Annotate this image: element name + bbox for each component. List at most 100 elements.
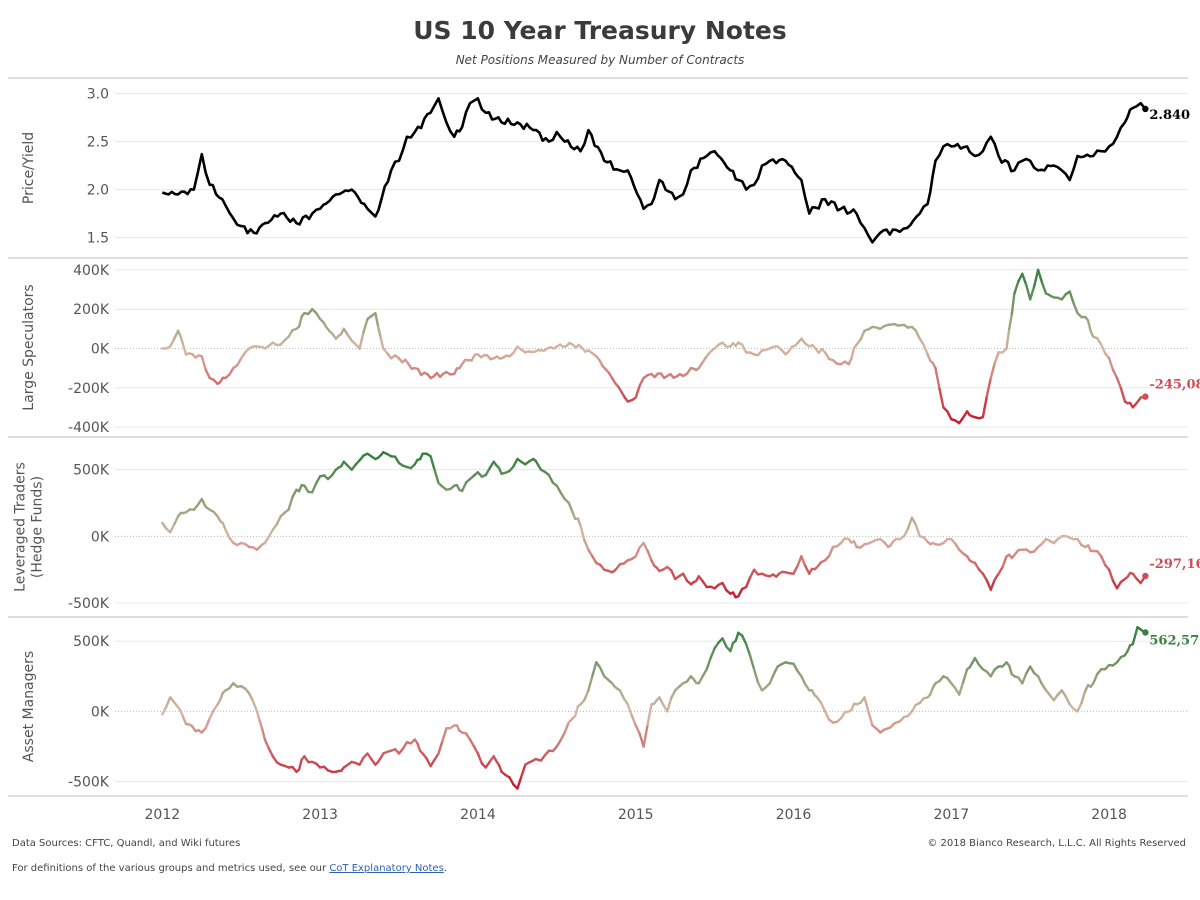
asset_managers-series-segment — [599, 666, 606, 678]
leveraged_traders-series-segment — [1115, 580, 1123, 590]
asset_managers-series-segment — [468, 738, 476, 748]
large_speculators-end-label: -245,081 — [1149, 378, 1200, 393]
x-tick-label: 2013 — [302, 807, 338, 823]
leveraged_traders-series-segment — [914, 523, 921, 538]
leveraged_traders-series-segment — [460, 481, 468, 493]
large_speculators-series-segment — [362, 317, 369, 334]
leveraged_traders-series-segment — [168, 523, 176, 534]
y-tick-label: 200K — [73, 302, 110, 318]
leveraged_traders-series-segment — [737, 587, 744, 598]
leveraged_traders-series-segment — [303, 484, 310, 494]
large_speculators-series-segment — [1021, 272, 1028, 287]
asset_managers-series-segment — [429, 758, 436, 768]
asset_managers-series-segment — [697, 674, 704, 685]
large_speculators-series-segment — [297, 315, 303, 328]
asset_managers-series-segment — [910, 703, 917, 713]
large_speculators-series-segment — [850, 346, 856, 360]
leveraged_traders-series-segment — [512, 457, 519, 468]
y-tick-label: -500K — [68, 596, 110, 612]
asset_managers-series-segment — [563, 721, 570, 734]
leveraged_traders-series-segment — [981, 572, 988, 582]
price-end-point — [1142, 105, 1149, 113]
leveraged_traders-series-segment — [579, 524, 586, 542]
asset_managers-series-segment — [258, 719, 264, 731]
asset_managers-series-segment — [587, 675, 594, 692]
asset_managers-series-segment — [161, 705, 168, 716]
large_speculators-series-segment — [358, 331, 365, 350]
asset_managers-end-point — [1142, 629, 1149, 636]
large_speculators-series-segment — [1107, 357, 1115, 372]
y-tick-label: -400K — [68, 420, 110, 436]
leveraged_traders-series-segment — [827, 545, 835, 558]
large_speculators-series-segment — [376, 324, 382, 339]
asset_managers-series-segment — [800, 675, 807, 686]
large_speculators-end-point — [1142, 393, 1149, 400]
large_speculators-series-segment — [989, 362, 996, 380]
large_speculators-series-segment — [914, 329, 921, 340]
leveraged_traders-series-segment — [433, 468, 440, 485]
chart-subtitle: Net Positions Measured by Number of Cont… — [455, 53, 745, 67]
asset_managers-series-segment — [251, 700, 259, 713]
leveraged_traders-series-segment — [989, 578, 996, 591]
asset_managers-series-segment — [433, 752, 440, 761]
asset_managers-series-segment — [626, 703, 633, 717]
large_speculators-series-segment — [1025, 283, 1032, 301]
asset_managers-series-segment — [1008, 664, 1013, 676]
leveraged_traders-series-segment — [646, 549, 653, 562]
large_speculators-series-segment — [379, 336, 385, 350]
large_speculators-series-segment — [1115, 376, 1123, 390]
asset_managers-series-segment — [634, 724, 641, 735]
asset_managers-series-segment — [646, 703, 653, 726]
leveraged_traders-series-segment — [973, 561, 981, 571]
leveraged_traders-series-segment — [547, 473, 555, 484]
asset_managers-series-segment — [1036, 675, 1044, 686]
asset_managers-series-segment — [165, 696, 172, 708]
large_speculators-series-segment — [634, 384, 641, 399]
large_speculators-series-segment — [1028, 285, 1036, 301]
asset_managers-series-segment — [416, 742, 422, 752]
definitions-suffix: . — [443, 863, 447, 874]
leveraged_traders-series-segment — [721, 581, 728, 592]
large_speculators-series-segment — [1111, 368, 1119, 380]
asset_managers-series-segment — [745, 642, 752, 657]
large_speculators-series-segment — [697, 360, 704, 370]
asset_managers-series-segment — [476, 752, 484, 765]
y-tick-label: 2.5 — [87, 135, 109, 151]
asset_managers-series-segment — [583, 689, 590, 702]
leveraged_traders-series-segment — [172, 515, 180, 526]
large_speculators-series-segment — [1099, 343, 1107, 355]
asset_managers-series-segment — [666, 697, 673, 713]
y-tick-label: 0K — [91, 704, 110, 720]
large_speculators-series-segment — [1096, 337, 1103, 346]
asset_managers-series-segment — [729, 641, 735, 653]
asset_managers-series-segment — [437, 739, 444, 755]
y-tick-label: -200K — [68, 381, 110, 397]
asset_managers-series-segment — [574, 705, 580, 718]
large_speculators-series-segment — [1068, 290, 1075, 305]
large_speculators-series-segment — [179, 335, 185, 347]
asset_managers-series-segment — [218, 691, 225, 702]
leveraged_traders-series-segment — [591, 555, 598, 565]
asset_managers-series-segment — [867, 710, 874, 727]
asset_managers-series-segment — [247, 692, 255, 703]
asset_managers-series-segment — [179, 709, 185, 719]
asset_managers-series-segment — [804, 683, 811, 692]
asset_managers-series-segment — [425, 757, 432, 768]
leveraged_traders-series-segment — [670, 569, 677, 581]
large_speculators-series-segment — [981, 395, 988, 419]
leveraged_traders-series-segment — [429, 455, 436, 471]
x-tick-label: 2014 — [460, 807, 496, 823]
large_speculators-series-segment — [1032, 268, 1040, 288]
asset_managers-series-segment — [358, 756, 365, 766]
asset_managers-series-segment — [734, 631, 740, 642]
asset_managers-series-segment — [508, 776, 515, 786]
y-tick-label: 0K — [91, 341, 110, 357]
asset_managers-series-segment — [555, 738, 562, 748]
copyright-note: © 2018 Bianco Research, L.L.C. All Right… — [927, 838, 1186, 849]
large_speculators-series-segment — [993, 351, 1000, 365]
leveraged_traders-series-segment — [634, 546, 641, 558]
leveraged_traders-series-segment — [263, 535, 270, 545]
leveraged_traders-series-segment — [800, 555, 807, 568]
cot-explanatory-notes-link[interactable]: CoT Explanatory Notes — [329, 863, 444, 874]
asset_managers-series-segment — [1131, 626, 1139, 646]
